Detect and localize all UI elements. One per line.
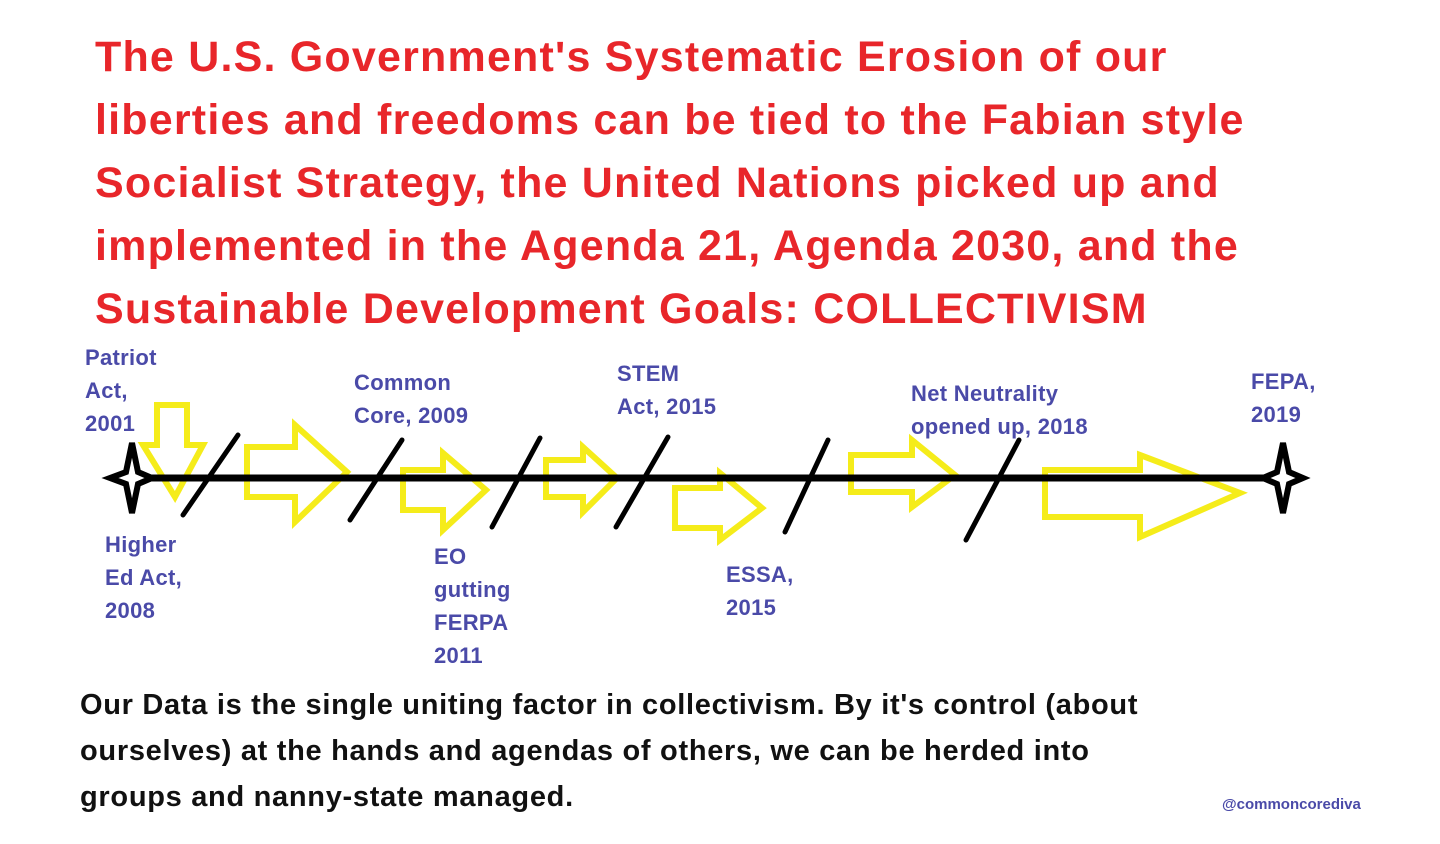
title-line: implemented in the Agenda 21, Agenda 203… <box>95 222 1240 270</box>
event-label-line: 2011 <box>434 643 483 668</box>
event-label-line: ESSA, <box>726 562 794 587</box>
right-arrow <box>400 446 491 537</box>
event-label-line: Act, <box>85 378 128 403</box>
event-label-line: Ed Act, <box>105 565 183 590</box>
watermark: @commoncorediva <box>1222 796 1361 813</box>
title-line: liberties and freedoms can be tied to th… <box>95 96 1245 144</box>
break-slash <box>963 437 1022 543</box>
right-arrow <box>1042 450 1248 542</box>
event-label-line: 2008 <box>105 598 156 623</box>
break-slash <box>489 435 543 530</box>
event-label-line: Net Neutrality <box>911 381 1059 406</box>
event-label-line: FERPA <box>434 610 509 635</box>
end-star-icon <box>1255 442 1311 514</box>
event-higher-ed-act: Higher Ed Act, 2008 <box>105 528 182 627</box>
event-label-line: FEPA, <box>1251 369 1316 394</box>
event-label-line: 2001 <box>85 411 136 436</box>
title-line: Sustainable Development Goals: COLLECTIV… <box>95 285 1148 333</box>
start-star-icon <box>101 442 160 514</box>
event-patriot-act: Patriot Act, 2001 <box>85 341 157 440</box>
break-slash <box>613 434 671 530</box>
event-label-line: Common <box>354 370 452 395</box>
event-label-line: EO <box>434 544 467 569</box>
event-label-line: Patriot <box>85 345 157 370</box>
event-label-line: STEM <box>617 361 680 386</box>
event-eo-ferpa: EO gutting FERPA 2011 <box>434 540 511 672</box>
right-arrow <box>543 440 622 520</box>
event-label-line: Core, 2009 <box>354 403 469 428</box>
event-stem-act: STEM Act, 2015 <box>617 357 716 423</box>
body-line: ourselves) at the hands and agendas of o… <box>80 735 1090 767</box>
break-slash <box>347 437 405 523</box>
right-arrow <box>672 466 767 547</box>
break-slash <box>782 437 831 535</box>
event-label-line: Higher <box>105 532 177 557</box>
event-essa: ESSA, 2015 <box>726 558 794 624</box>
title-line: Socialist Strategy, the United Nations p… <box>95 159 1220 207</box>
body-line: Our Data is the single uniting factor in… <box>80 689 1139 721</box>
event-label-line: 2019 <box>1251 402 1302 427</box>
body-line: groups and nanny-state managed. <box>80 781 574 813</box>
event-label-line: gutting <box>434 577 511 602</box>
right-arrow <box>244 418 352 530</box>
event-common-core: Common Core, 2009 <box>354 366 468 432</box>
event-net-neutrality: Net Neutrality opened up, 2018 <box>911 377 1088 443</box>
right-arrow <box>848 433 960 513</box>
break-slash <box>180 432 241 518</box>
event-fepa: FEPA, 2019 <box>1251 365 1316 431</box>
down-arrow <box>137 402 209 504</box>
event-label-line: Act, 2015 <box>617 394 717 419</box>
title-line: The U.S. Government's Systematic Erosion… <box>95 33 1168 81</box>
event-label-line: 2015 <box>726 595 777 620</box>
event-label-line: opened up, 2018 <box>911 414 1088 439</box>
